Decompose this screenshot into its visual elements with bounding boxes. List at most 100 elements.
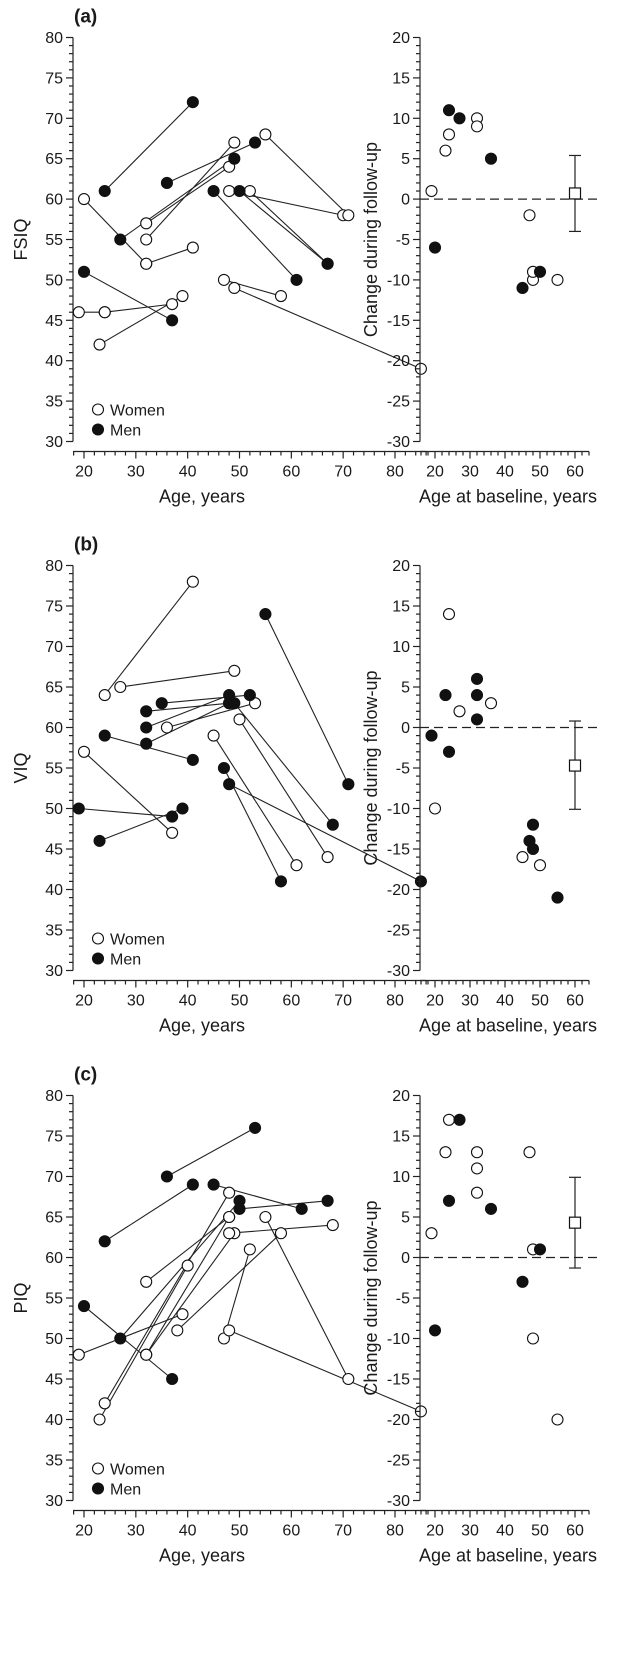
women-change-marker xyxy=(533,859,547,872)
x-tick-label: 20 xyxy=(426,1523,444,1540)
women-change-marker xyxy=(428,802,442,815)
y-tick-label: 50 xyxy=(45,801,63,818)
women-marker xyxy=(342,209,355,222)
men-marker xyxy=(140,705,153,718)
legend-men-label: Men xyxy=(110,1482,141,1499)
y-tick-label: -25 xyxy=(387,394,410,411)
women-marker xyxy=(274,290,288,303)
x-tick-label: 60 xyxy=(566,1523,584,1540)
connector-line xyxy=(166,142,256,184)
men-marker xyxy=(114,233,127,246)
women-marker xyxy=(98,689,111,702)
men-marker xyxy=(228,152,241,165)
men-marker xyxy=(290,273,303,286)
y-tick-label: -25 xyxy=(387,1453,410,1470)
x-tick-label: 70 xyxy=(334,464,352,481)
connector-line xyxy=(228,1329,422,1412)
women-marker xyxy=(223,184,236,198)
x-tick-label: 30 xyxy=(461,464,479,481)
connector-line xyxy=(104,303,173,313)
men-marker xyxy=(295,1202,308,1215)
x-tick-label: 70 xyxy=(334,1523,352,1540)
connector-line xyxy=(228,783,422,882)
connector-line xyxy=(233,702,334,826)
men-marker xyxy=(186,1178,199,1191)
y-tick-label: 80 xyxy=(45,1088,63,1105)
men-marker xyxy=(72,802,85,815)
women-marker xyxy=(93,1413,106,1426)
x-tick-label: 50 xyxy=(231,993,249,1010)
legend-women-marker xyxy=(91,1462,105,1475)
connector-line xyxy=(213,735,297,866)
men-marker xyxy=(321,257,334,270)
y-axis-title: Change during follow-up xyxy=(361,670,381,865)
y-tick-label: -30 xyxy=(387,434,410,451)
connector-line xyxy=(104,101,194,192)
connector-line xyxy=(239,190,328,265)
y-tick-label: 20 xyxy=(392,558,410,575)
y-tick-label: 70 xyxy=(45,1169,63,1186)
x-tick-label: 50 xyxy=(531,1523,549,1540)
women-marker xyxy=(72,306,85,319)
women-change-marker xyxy=(551,273,564,286)
women-marker xyxy=(140,257,153,270)
connector-line xyxy=(166,702,256,729)
x-tick-label: 30 xyxy=(127,464,145,481)
y-tick-label: -5 xyxy=(396,232,410,249)
connector-line xyxy=(83,198,147,265)
women-marker xyxy=(228,664,241,677)
x-tick-label: 20 xyxy=(75,1523,93,1540)
men-change-marker xyxy=(470,689,484,702)
y-tick-label: 0 xyxy=(401,1250,410,1267)
women-change-marker xyxy=(442,128,456,141)
y-axis-title: Change during follow-up xyxy=(361,142,381,337)
legend-women-label: Women xyxy=(110,932,165,949)
women-change-marker xyxy=(470,120,484,133)
men-change-marker xyxy=(453,1113,466,1126)
women-change-marker xyxy=(551,1413,564,1426)
women-marker xyxy=(233,713,246,726)
men-change-marker xyxy=(526,842,540,856)
x-tick-label: 60 xyxy=(282,1523,300,1540)
x-tick-label: 40 xyxy=(496,464,514,481)
men-change-marker xyxy=(533,1243,547,1256)
y-tick-label: 55 xyxy=(45,232,63,249)
mean-change-marker xyxy=(568,1216,582,1229)
legend-women-marker xyxy=(91,403,105,416)
women-change-marker xyxy=(523,209,536,222)
women-marker xyxy=(223,1186,236,1199)
men-marker xyxy=(160,176,173,189)
men-marker xyxy=(166,314,179,327)
women-marker xyxy=(181,1259,194,1272)
men-marker xyxy=(249,1121,262,1134)
connector-line xyxy=(264,613,349,785)
women-marker xyxy=(243,1243,256,1256)
connector-line xyxy=(264,1216,349,1380)
y-axis-title: FSIQ xyxy=(11,218,31,260)
y-tick-label: 15 xyxy=(392,599,410,616)
women-change-marker xyxy=(425,184,438,198)
y-tick-label: 75 xyxy=(45,1129,63,1146)
x-tick-label: 40 xyxy=(179,1523,197,1540)
women-marker xyxy=(228,281,241,295)
men-change-marker xyxy=(484,1202,498,1215)
x-tick-label: 70 xyxy=(334,993,352,1010)
men-marker xyxy=(140,737,153,750)
women-marker xyxy=(207,729,220,742)
women-marker xyxy=(140,1275,153,1288)
y-tick-label: 10 xyxy=(392,111,410,128)
legend-men-marker xyxy=(91,1482,105,1495)
x-tick-label: 20 xyxy=(75,993,93,1010)
y-tick-label: -20 xyxy=(387,1412,410,1429)
women-change-marker xyxy=(453,705,466,718)
y-tick-label: 65 xyxy=(45,1210,63,1227)
y-tick-label: -10 xyxy=(387,272,410,289)
legend-women-label: Women xyxy=(110,1462,165,1479)
women-marker xyxy=(140,233,153,246)
men-marker xyxy=(414,875,427,888)
men-change-marker xyxy=(428,1324,442,1337)
men-marker xyxy=(93,834,106,847)
women-marker xyxy=(223,1210,236,1224)
